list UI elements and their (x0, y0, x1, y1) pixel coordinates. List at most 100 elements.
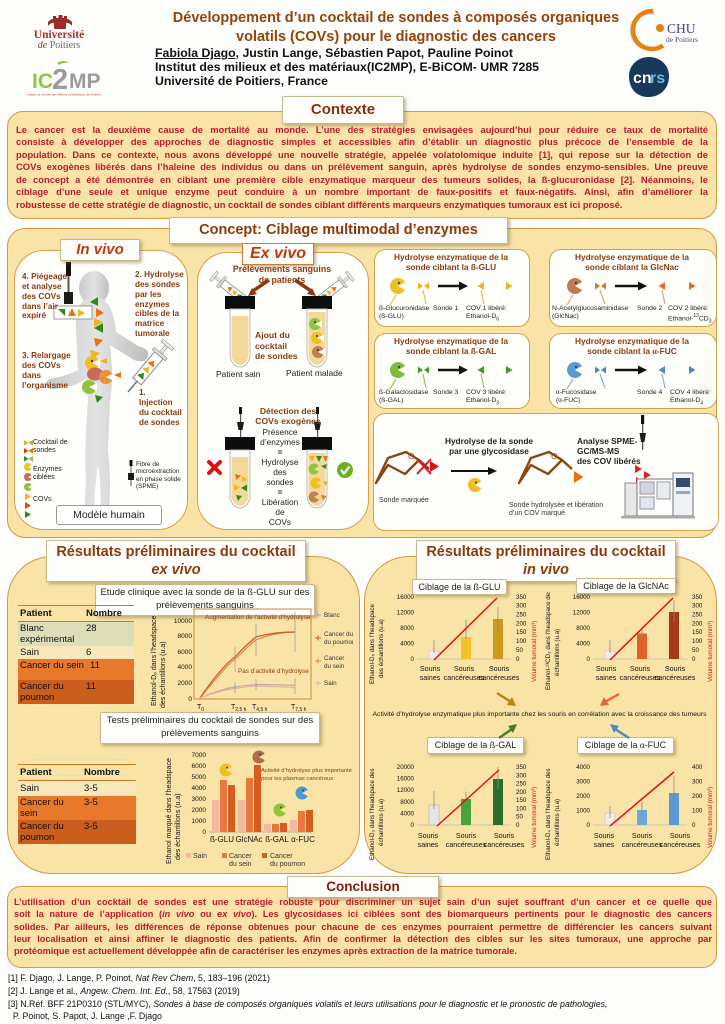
svg-text:cancéreuses: cancéreuses (622, 840, 663, 849)
svg-text:250: 250 (516, 781, 527, 788)
svg-text:350: 350 (516, 764, 527, 771)
svg-text:0: 0 (516, 822, 520, 829)
svg-text:100: 100 (692, 638, 703, 645)
svg-text:Ethanol-¹³CD₃ dans l’headspace: Ethanol-¹³CD₃ dans l’headspace des (545, 592, 552, 690)
svg-text:8000: 8000 (178, 633, 193, 640)
svg-text:8000: 8000 (400, 799, 414, 806)
svg-text:7000: 7000 (192, 752, 207, 759)
svg-text:0: 0 (692, 656, 696, 663)
svg-text:Souris: Souris (630, 664, 651, 673)
svg-text:6000: 6000 (192, 763, 207, 770)
svg-text:MP: MP (69, 70, 101, 93)
svg-text:16000: 16000 (397, 594, 415, 601)
svg-text:du sein: du sein (324, 663, 345, 670)
svg-text:de Poitiers: de Poitiers (666, 35, 698, 44)
svg-text:Souris: Souris (665, 664, 686, 673)
svg-text:4000: 4000 (576, 764, 590, 771)
svg-text:20000: 20000 (397, 764, 415, 771)
svg-text:0: 0 (202, 829, 206, 836)
svg-text:Souris: Souris (594, 831, 615, 840)
svg-text:6000: 6000 (178, 649, 193, 656)
svg-text:200: 200 (692, 793, 703, 800)
svg-text:150: 150 (516, 797, 527, 804)
svg-text:Ethanol-D₃ dans l’headspace de: Ethanol-D₃ dans l’headspace des (369, 768, 376, 860)
svg-text:saines: saines (418, 840, 439, 849)
svg-text:250: 250 (692, 612, 703, 619)
svg-text:échantillons (u.a): échantillons (u.a) (554, 629, 561, 676)
svg-text:cancéreuses: cancéreuses (446, 840, 487, 849)
svg-text:350: 350 (516, 594, 527, 601)
svg-text:O: O (408, 451, 415, 461)
svg-text:200: 200 (692, 621, 703, 628)
svg-text:cancéreuses: cancéreuses (655, 673, 696, 682)
svg-text:Souris: Souris (420, 664, 441, 673)
svg-text:cancéreuses: cancéreuses (660, 840, 701, 849)
svg-text:O: O (551, 451, 558, 461)
svg-text:Institut de Chimie des Milieux: Institut de Chimie des Milieux et Matéri… (27, 93, 101, 97)
svg-text:Souris: Souris (418, 831, 439, 840)
svg-text:Cancer: Cancer (270, 853, 293, 860)
svg-text:100: 100 (516, 638, 527, 645)
svg-text:cancéreuses: cancéreuses (484, 840, 525, 849)
svg-text:0: 0 (188, 696, 192, 703)
svg-text:150: 150 (692, 629, 703, 636)
svg-text:0: 0 (587, 822, 591, 829)
svg-text:saines: saines (420, 673, 441, 682)
svg-text:100: 100 (692, 808, 703, 815)
svg-text:ß-GLU: ß-GLU (210, 835, 234, 844)
svg-text:Blanc: Blanc (324, 612, 340, 619)
svg-text:300: 300 (692, 603, 703, 610)
svg-text:α-FUC: α-FUC (291, 835, 315, 844)
svg-text:T2,5 h: T2,5 h (231, 704, 247, 713)
svg-text:Volume tumoral (mm³): Volume tumoral (mm³) (707, 621, 714, 682)
svg-text:300: 300 (516, 603, 527, 610)
svg-text:1000: 1000 (192, 818, 207, 825)
svg-text:3000: 3000 (192, 796, 207, 803)
svg-text:4000: 4000 (400, 641, 414, 648)
svg-text:200: 200 (516, 789, 527, 796)
svg-text:du poumon: du poumon (324, 639, 353, 646)
svg-text:2000: 2000 (192, 807, 207, 814)
svg-text:saines: saines (594, 840, 615, 849)
svg-text:pour les plasmas cancéreux: pour les plasmas cancéreux (261, 776, 333, 782)
svg-text:Volume tumoral (mm³): Volume tumoral (mm³) (707, 787, 714, 848)
svg-text:100: 100 (516, 805, 527, 812)
svg-text:GlcNAc: GlcNAc (235, 835, 262, 844)
svg-text:cancéreuses: cancéreuses (444, 673, 485, 682)
svg-text:ß-GAL: ß-GAL (265, 835, 289, 844)
svg-text:Sain: Sain (324, 680, 337, 687)
svg-text:Ethanol-D₄ dans l’headspace de: Ethanol-D₄ dans l’headspace des (545, 768, 552, 860)
svg-text:des échantillons (u.a): des échantillons (u.a) (175, 793, 182, 860)
svg-text:Cancer: Cancer (229, 853, 252, 860)
svg-text:échantillons (u.a): échantillons (u.a) (378, 799, 385, 846)
svg-text:16000: 16000 (573, 594, 591, 601)
svg-text:300: 300 (516, 772, 527, 779)
svg-text:cancéreuses: cancéreuses (620, 673, 661, 682)
svg-text:4000: 4000 (400, 810, 414, 817)
svg-text:Ethanol-D₆ dans l’headspace: Ethanol-D₆ dans l’headspace (151, 616, 158, 706)
svg-text:0: 0 (587, 656, 591, 663)
svg-text:12000: 12000 (573, 610, 591, 617)
svg-text:Volume tumoral (mm³): Volume tumoral (mm³) (531, 787, 538, 848)
svg-text:150: 150 (516, 629, 527, 636)
svg-text:Cancer du: Cancer du (324, 631, 353, 638)
svg-text:du poumon: du poumon (270, 861, 305, 868)
svg-text:0: 0 (411, 656, 415, 663)
svg-text:Souris: Souris (494, 831, 515, 840)
svg-text:T4,5 h: T4,5 h (252, 704, 268, 713)
svg-text:50: 50 (692, 647, 699, 654)
svg-text:Souris: Souris (632, 831, 653, 840)
svg-text:Sain: Sain (193, 853, 207, 860)
svg-text:CHU: CHU (667, 21, 696, 36)
svg-text:200: 200 (516, 621, 527, 628)
svg-text:Souris: Souris (454, 664, 475, 673)
svg-text:Pas d’activité d’hydrolyse: Pas d’activité d’hydrolyse (238, 668, 309, 675)
svg-text:1000: 1000 (576, 808, 590, 815)
svg-text:0: 0 (692, 822, 696, 829)
svg-text:T0: T0 (197, 704, 204, 713)
svg-text:50: 50 (516, 814, 523, 821)
svg-text:Activité d’hydrolyse plus impo: Activité d’hydrolyse plus importante (261, 768, 352, 774)
svg-text:du sein: du sein (229, 861, 252, 868)
svg-text:2000: 2000 (576, 793, 590, 800)
svg-text:5000: 5000 (192, 774, 207, 781)
